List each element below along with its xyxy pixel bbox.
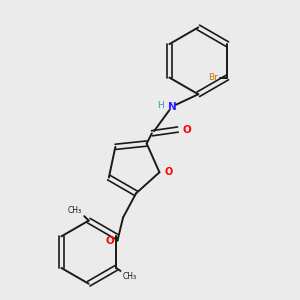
Text: CH₃: CH₃ xyxy=(123,272,137,281)
Text: CH₃: CH₃ xyxy=(68,206,82,215)
Text: Br: Br xyxy=(208,73,218,82)
Text: O: O xyxy=(106,236,115,245)
Text: N: N xyxy=(168,102,177,112)
Text: O: O xyxy=(182,124,191,135)
Text: O: O xyxy=(165,167,173,177)
Text: H: H xyxy=(158,101,164,110)
